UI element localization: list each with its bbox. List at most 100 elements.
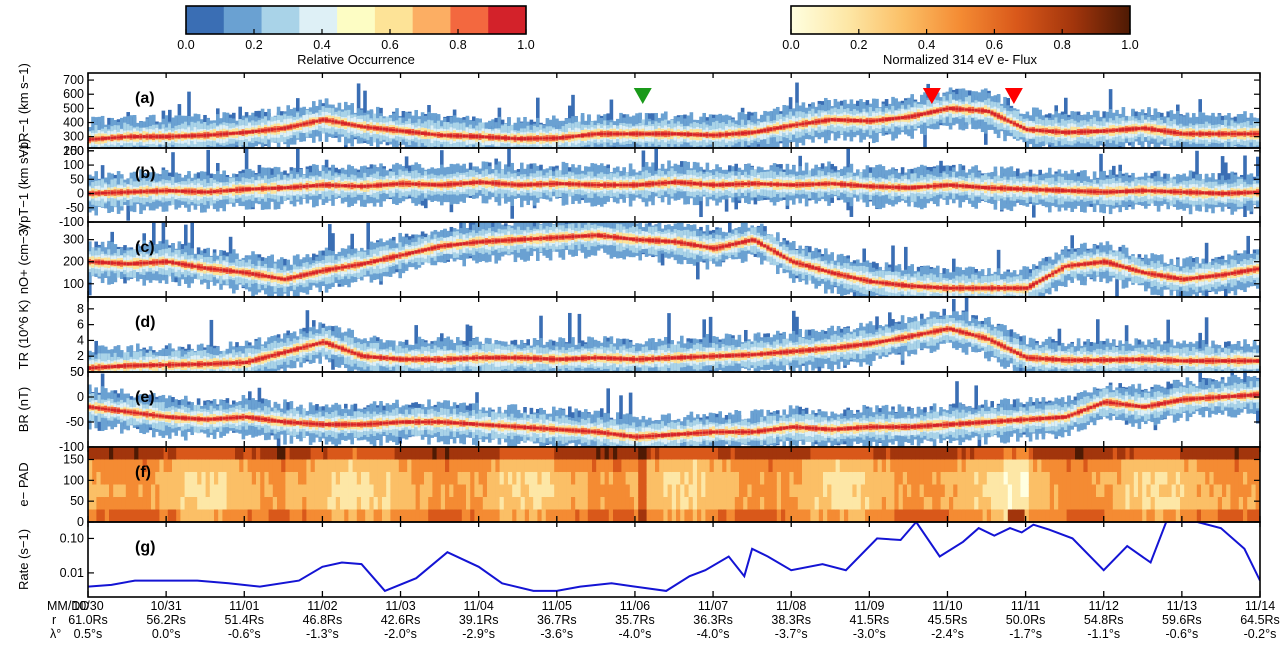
- occurrence-cell: [1025, 188, 1030, 191]
- occurrence-cell: [1048, 129, 1052, 133]
- occurrence-cell: [1009, 187, 1014, 191]
- occurrence-cell: [836, 118, 841, 122]
- occurrence-cell: [737, 182, 742, 186]
- occurrence-cell: [449, 134, 454, 138]
- occurrence-cell: [660, 132, 665, 136]
- occurrence-cell: [881, 118, 886, 121]
- occurrence-cell: [241, 187, 246, 192]
- occurrence-cell: [312, 120, 316, 124]
- occurrence-cell: [955, 107, 959, 111]
- occurrence-cell: [936, 184, 940, 187]
- occurrence-cell: [459, 134, 463, 138]
- occurrence-cell: [305, 122, 310, 125]
- occurrence-cell: [737, 132, 742, 135]
- occurrence-cell: [878, 118, 882, 122]
- occurrence-cell: [1060, 189, 1065, 193]
- occurrence-cell: [110, 136, 114, 139]
- occurrence-cell: [1060, 130, 1065, 134]
- occurrence-cell: [113, 136, 118, 139]
- occurrence-cell: [113, 191, 118, 194]
- occurrence-cell: [465, 181, 470, 185]
- occurrence-cell: [187, 134, 191, 138]
- occurrence-cell: [654, 182, 658, 185]
- occurrence-cell: [539, 137, 543, 140]
- occurrence-cell: [782, 125, 786, 129]
- occurrence-cell: [740, 131, 745, 135]
- occurrence-cell: [292, 125, 297, 128]
- occurrence-cell: [801, 122, 806, 126]
- y-tick-label: 400: [63, 116, 84, 130]
- occurrence-cell: [190, 134, 194, 138]
- occurrence-cell: [296, 124, 300, 127]
- y-tick-label: 300: [63, 130, 84, 144]
- occurrence-cell: [721, 183, 726, 186]
- occurrence-cell: [440, 183, 444, 187]
- occurrence-cell: [1032, 128, 1036, 132]
- occurrence-cell: [516, 183, 521, 187]
- occurrence-cell: [952, 184, 956, 187]
- occurrence-cell: [184, 190, 188, 193]
- occurrence-cell: [689, 182, 694, 185]
- occurrence-cell: [1016, 123, 1020, 127]
- occurrence-cell: [542, 137, 546, 140]
- occurrence-cell: [600, 132, 604, 136]
- occurrence-cell: [1035, 188, 1039, 191]
- occurrence-cell: [536, 183, 540, 186]
- occurrence-cell: [772, 183, 777, 186]
- occurrence-cell: [894, 185, 898, 189]
- occurrence-cell: [673, 180, 678, 184]
- occurrence-cell: [340, 184, 345, 187]
- occurrence-cell: [507, 183, 511, 186]
- occurrence-cell: [744, 182, 748, 186]
- occurrence-cell: [1105, 129, 1110, 132]
- occurrence-cell: [795, 123, 799, 126]
- occurrence-cell: [616, 132, 620, 136]
- occurrence-cell: [257, 187, 262, 191]
- occurrence-cell: [888, 185, 892, 189]
- occurrence-cell: [510, 137, 514, 140]
- occurrence-cell: [296, 148, 300, 196]
- occurrence-cell: [968, 108, 972, 112]
- occurrence-cell: [468, 134, 473, 138]
- occurrence-cell: [283, 186, 287, 189]
- occurrence-cell: [619, 132, 623, 135]
- occurrence-cell: [168, 135, 172, 138]
- occurrence-cell: [811, 183, 815, 186]
- occurrence-cell: [312, 184, 316, 188]
- occurrence-cell: [1179, 132, 1183, 135]
- occurrence-cell: [820, 182, 825, 186]
- occurrence-cell: [472, 134, 476, 139]
- occurrence-cell: [980, 185, 985, 189]
- occurrence-cell: [792, 183, 796, 187]
- occurrence-cell: [414, 182, 418, 186]
- occurrence-cell: [296, 185, 300, 189]
- flux-colorbar-label: Normalized 314 eV e- Flux: [883, 52, 1037, 67]
- occurrence-cell: [392, 129, 396, 132]
- occurrence-cell: [363, 184, 367, 188]
- occurrence-cell: [251, 187, 255, 191]
- occurrence-cell: [324, 183, 329, 187]
- occurrence-cell: [808, 121, 812, 125]
- occurrence-cell: [1211, 132, 1215, 135]
- occurrence-cell: [1016, 187, 1020, 191]
- occurrence-cell: [372, 184, 377, 187]
- occurrence-cell: [993, 112, 998, 117]
- occurrence-cell: [424, 183, 428, 186]
- occurrence-cell: [216, 133, 220, 136]
- occurrence-cell: [1028, 128, 1033, 131]
- occurrence-cell: [116, 191, 121, 194]
- occurrence-cell: [814, 120, 818, 124]
- occurrence-cell: [1064, 189, 1068, 192]
- occurrence-cell: [596, 132, 601, 136]
- occurrence-colorbar: 0.0 0.2 0.4 0.6 0.8 1.0 Relative Occurrence: [177, 5, 535, 67]
- occurrence-cell: [952, 107, 956, 111]
- occurrence-cell: [264, 187, 268, 190]
- occurrence-cell: [1224, 132, 1228, 135]
- occurrence-cell: [238, 188, 242, 191]
- occurrence-cell: [1176, 132, 1180, 134]
- occurrence-cell: [120, 135, 124, 139]
- flux-colorbar-tick-label: 0.4: [918, 38, 935, 52]
- occurrence-cell: [356, 124, 361, 128]
- occurrence-cell: [1076, 130, 1081, 134]
- occurrence-cell: [484, 136, 489, 138]
